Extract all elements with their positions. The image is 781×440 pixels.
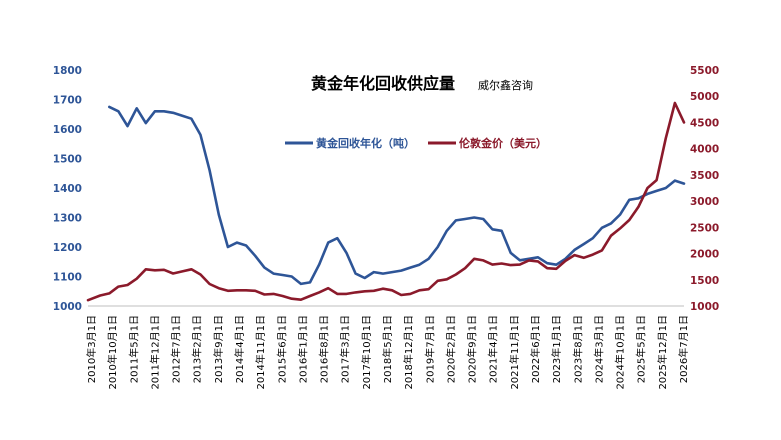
x-axis-tick-label: 2021年11月1日 bbox=[508, 315, 521, 390]
x-axis-tick-label: 2013年2月1日 bbox=[191, 315, 204, 383]
right-axis-tick-label: 5500 bbox=[690, 65, 719, 77]
x-axis-tick-label: 2014年4月1日 bbox=[233, 315, 246, 383]
left-axis-tick-label: 1700 bbox=[53, 95, 82, 107]
x-axis-tick-label: 2024年10月1日 bbox=[614, 315, 627, 390]
x-axis-tick-label: 2018年12月1日 bbox=[402, 315, 415, 390]
left-axis-tick-label: 1100 bbox=[53, 272, 82, 284]
legend-label-recycling: 黄金回收年化（吨） bbox=[316, 136, 415, 150]
left-axis-tick-label: 1200 bbox=[53, 242, 82, 254]
x-axis-tick-label: 2013年9月1日 bbox=[212, 315, 225, 383]
x-axis-tick-label: 2016年1月1日 bbox=[296, 315, 309, 383]
legend-label-gold-price: 伦敦金价（美元） bbox=[459, 136, 547, 150]
left-axis-tick-label: 1600 bbox=[53, 124, 82, 136]
x-axis-tick-label: 2025年5月1日 bbox=[635, 315, 648, 383]
x-axis-tick-label: 2016年8月1日 bbox=[318, 315, 331, 383]
chart-subtitle: 威尔鑫咨询 bbox=[478, 78, 533, 92]
x-axis-tick-label: 2018年5月1日 bbox=[381, 315, 394, 383]
left-axis-tick-label: 1300 bbox=[53, 213, 82, 225]
right-axis-tick-label: 1500 bbox=[690, 275, 719, 287]
x-axis-tick-label: 2017年3月1日 bbox=[339, 315, 352, 383]
right-axis-tick-label: 2000 bbox=[690, 249, 719, 261]
left-axis-tick-label: 1000 bbox=[53, 301, 82, 313]
x-axis-tick-label: 2022年6月1日 bbox=[529, 315, 542, 383]
right-axis-tick-label: 4000 bbox=[690, 144, 719, 156]
x-axis-tick-label: 2024年3月1日 bbox=[592, 315, 605, 383]
x-axis-tick-label: 2010年10月1日 bbox=[106, 315, 119, 390]
left-axis-tick-label: 1500 bbox=[53, 154, 82, 166]
right-axis-tick-label: 2500 bbox=[690, 222, 719, 234]
x-axis-tick-label: 2023年1月1日 bbox=[550, 315, 563, 383]
x-axis-tick-label: 2010年3月1日 bbox=[85, 315, 98, 383]
x-axis-tick-label: 2012年7月1日 bbox=[170, 315, 183, 383]
series-line-recycling bbox=[108, 105, 686, 286]
right-axis-tick-label: 1000 bbox=[690, 301, 719, 313]
legend: 黄金回收年化（吨） 伦敦金价（美元） bbox=[285, 136, 547, 150]
series-layer bbox=[86, 101, 686, 302]
left-axis-tick-label: 1800 bbox=[53, 65, 82, 77]
x-axis-tick-label: 2011年12月1日 bbox=[148, 315, 161, 390]
right-axis-tick-label: 3500 bbox=[690, 170, 719, 182]
x-axis-tick-label: 2020年2月1日 bbox=[444, 315, 457, 383]
x-axis-tick-label: 2025年12月1日 bbox=[656, 315, 669, 390]
axes-layer: 1000 1100 1200 1300 1400 1500 1600 1700 1800 1000… bbox=[53, 65, 719, 390]
right-axis-tick-label: 5000 bbox=[690, 91, 719, 103]
chart-title: 黄金年化回收供应量 bbox=[311, 74, 455, 93]
x-axis-tick-label: 2026年7月1日 bbox=[677, 315, 690, 383]
series-line-gold-price bbox=[86, 101, 686, 302]
left-axis-tick-label: 1400 bbox=[53, 183, 82, 195]
x-axis-tick-label: 2023年8月1日 bbox=[571, 315, 584, 383]
x-axis-tick-label: 2020年9月1日 bbox=[466, 315, 479, 383]
right-axis-tick-label: 3000 bbox=[690, 196, 719, 208]
x-axis-tick-label: 2014年11月1日 bbox=[254, 315, 267, 390]
x-axis-tick-label: 2015年6月1日 bbox=[275, 315, 288, 383]
right-axis-tick-label: 4500 bbox=[690, 117, 719, 129]
x-axis-tick-label: 2019年7月1日 bbox=[423, 315, 436, 383]
x-axis-tick-label: 2021年4月1日 bbox=[487, 315, 500, 383]
x-axis-tick-label: 2011年5月1日 bbox=[127, 315, 140, 383]
x-axis-tick-label: 2017年10月1日 bbox=[360, 315, 373, 390]
